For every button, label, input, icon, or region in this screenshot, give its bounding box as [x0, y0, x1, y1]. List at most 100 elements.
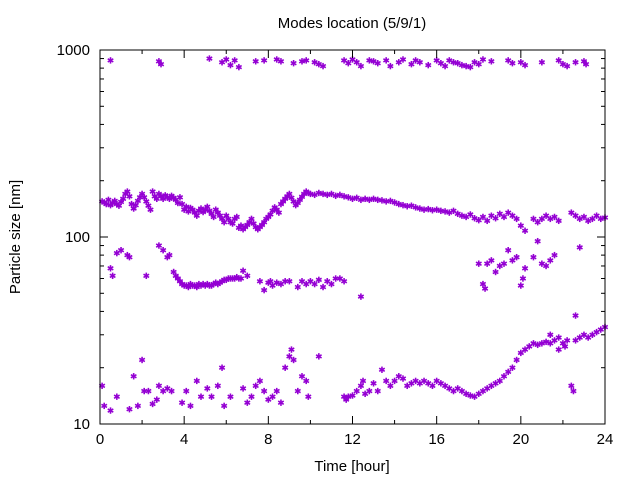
data-point	[210, 213, 217, 221]
data-point	[576, 244, 583, 251]
data-point	[273, 279, 280, 286]
y-tick-label: 10	[73, 416, 90, 433]
data-point	[227, 393, 234, 400]
data-point	[159, 246, 167, 254]
data-point	[505, 246, 512, 254]
data-point	[273, 387, 280, 395]
data-point	[555, 334, 562, 341]
data-point	[370, 380, 377, 387]
data-point	[538, 59, 546, 66]
data-point	[336, 191, 344, 199]
data-point	[425, 61, 432, 69]
data-point	[538, 340, 546, 347]
data-point	[298, 373, 306, 380]
data-point	[235, 63, 243, 71]
data-point	[349, 392, 356, 399]
data-point	[345, 59, 352, 67]
data-point	[193, 212, 200, 219]
data-point	[294, 387, 301, 395]
data-point	[231, 57, 238, 64]
data-point	[492, 268, 499, 276]
data-point	[505, 368, 512, 376]
data-point	[248, 393, 255, 400]
data-point	[542, 338, 550, 346]
data-point	[233, 213, 240, 221]
data-point	[572, 59, 579, 66]
data-point	[149, 188, 156, 195]
data-point	[534, 237, 541, 245]
data-point	[315, 353, 323, 360]
data-point	[479, 213, 487, 221]
data-point	[551, 213, 558, 221]
data-point	[378, 366, 386, 373]
data-point	[204, 385, 211, 392]
data-point	[542, 262, 550, 270]
data-point	[294, 283, 301, 291]
data-point	[256, 278, 264, 285]
data-point	[328, 280, 335, 288]
data-point	[286, 353, 293, 360]
data-point	[597, 215, 604, 223]
data-point	[223, 56, 230, 63]
data-point	[488, 58, 495, 65]
data-point	[555, 217, 562, 225]
data-point	[193, 377, 200, 385]
data-point	[517, 222, 525, 229]
data-point	[155, 382, 163, 390]
data-point	[561, 343, 569, 350]
data-point	[500, 213, 508, 221]
data-point	[319, 62, 327, 70]
data-point	[475, 60, 482, 68]
data-point	[500, 373, 508, 380]
data-point	[109, 272, 116, 280]
data-point	[227, 61, 234, 69]
data-point	[176, 194, 184, 201]
data-point	[126, 253, 133, 261]
data-point	[155, 242, 163, 249]
data-points	[98, 55, 609, 414]
data-point	[311, 280, 318, 288]
data-point	[277, 399, 285, 406]
x-tick-label: 20	[512, 431, 529, 448]
data-point	[509, 364, 516, 371]
data-point	[315, 276, 323, 284]
data-point	[441, 62, 449, 70]
y-axis-label: Particle size [nm]	[7, 180, 24, 294]
data-point	[374, 387, 381, 395]
data-point	[382, 377, 390, 385]
data-point	[353, 387, 360, 395]
chart-title: Modes location (5/9/1)	[278, 15, 426, 32]
data-point	[178, 399, 186, 406]
data-point	[143, 272, 150, 280]
data-point	[153, 396, 160, 403]
data-point	[260, 387, 268, 395]
data-point	[568, 382, 575, 390]
data-point	[303, 377, 310, 385]
data-point	[570, 387, 577, 395]
data-point	[519, 275, 527, 282]
x-tick-label: 0	[96, 431, 104, 448]
data-point	[288, 346, 295, 353]
data-point	[277, 58, 285, 65]
data-point	[117, 246, 125, 254]
data-point	[391, 377, 398, 385]
data-point	[134, 402, 142, 410]
data-point	[467, 211, 474, 218]
data-point	[319, 283, 327, 291]
data-point	[357, 382, 365, 390]
data-point	[145, 387, 152, 395]
data-point	[488, 257, 495, 264]
data-point	[107, 57, 114, 64]
data-point	[206, 55, 213, 62]
data-point	[107, 265, 114, 272]
data-point	[124, 188, 131, 195]
data-point	[132, 201, 139, 209]
data-point	[399, 56, 407, 63]
data-point	[220, 402, 228, 410]
data-point	[229, 220, 236, 227]
data-point	[551, 251, 558, 259]
data-point	[143, 198, 150, 205]
data-point	[483, 217, 491, 225]
data-point	[166, 251, 173, 259]
